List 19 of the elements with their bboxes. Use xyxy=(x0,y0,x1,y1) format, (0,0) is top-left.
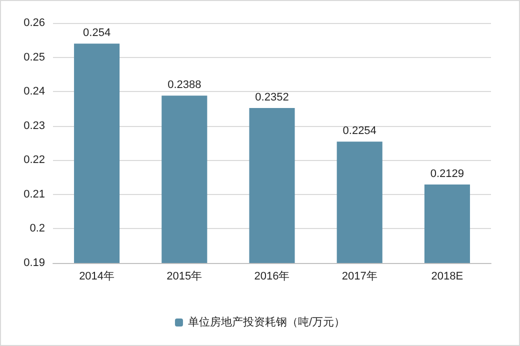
x-tick-label: 2016年 xyxy=(254,270,290,282)
y-tick-label: 0.22 xyxy=(24,154,45,166)
y-tick-label: 0.24 xyxy=(24,86,45,98)
data-label: 0.2129 xyxy=(430,168,464,180)
x-tick-label: 2018E xyxy=(431,270,464,282)
y-tick-label: 0.25 xyxy=(24,51,45,64)
y-tick-label: 0.21 xyxy=(24,188,45,200)
legend-label: 单位房地产投资耗钢（吨/万元） xyxy=(188,316,346,328)
data-label: 0.2352 xyxy=(255,92,289,104)
y-tick-label: 0.23 xyxy=(24,120,45,132)
data-label: 0.254 xyxy=(83,27,111,40)
y-tick-label: 0.26 xyxy=(24,17,45,29)
y-tick-label: 0.19 xyxy=(24,257,45,269)
x-tick-label: 2017年 xyxy=(342,270,378,282)
x-tick-label: 2015年 xyxy=(166,270,202,282)
x-tick-label: 2014年 xyxy=(79,270,115,282)
data-label: 0.2388 xyxy=(168,79,202,92)
y-tick-label: 0.2 xyxy=(30,222,45,235)
data-label: 0.2254 xyxy=(342,125,376,138)
